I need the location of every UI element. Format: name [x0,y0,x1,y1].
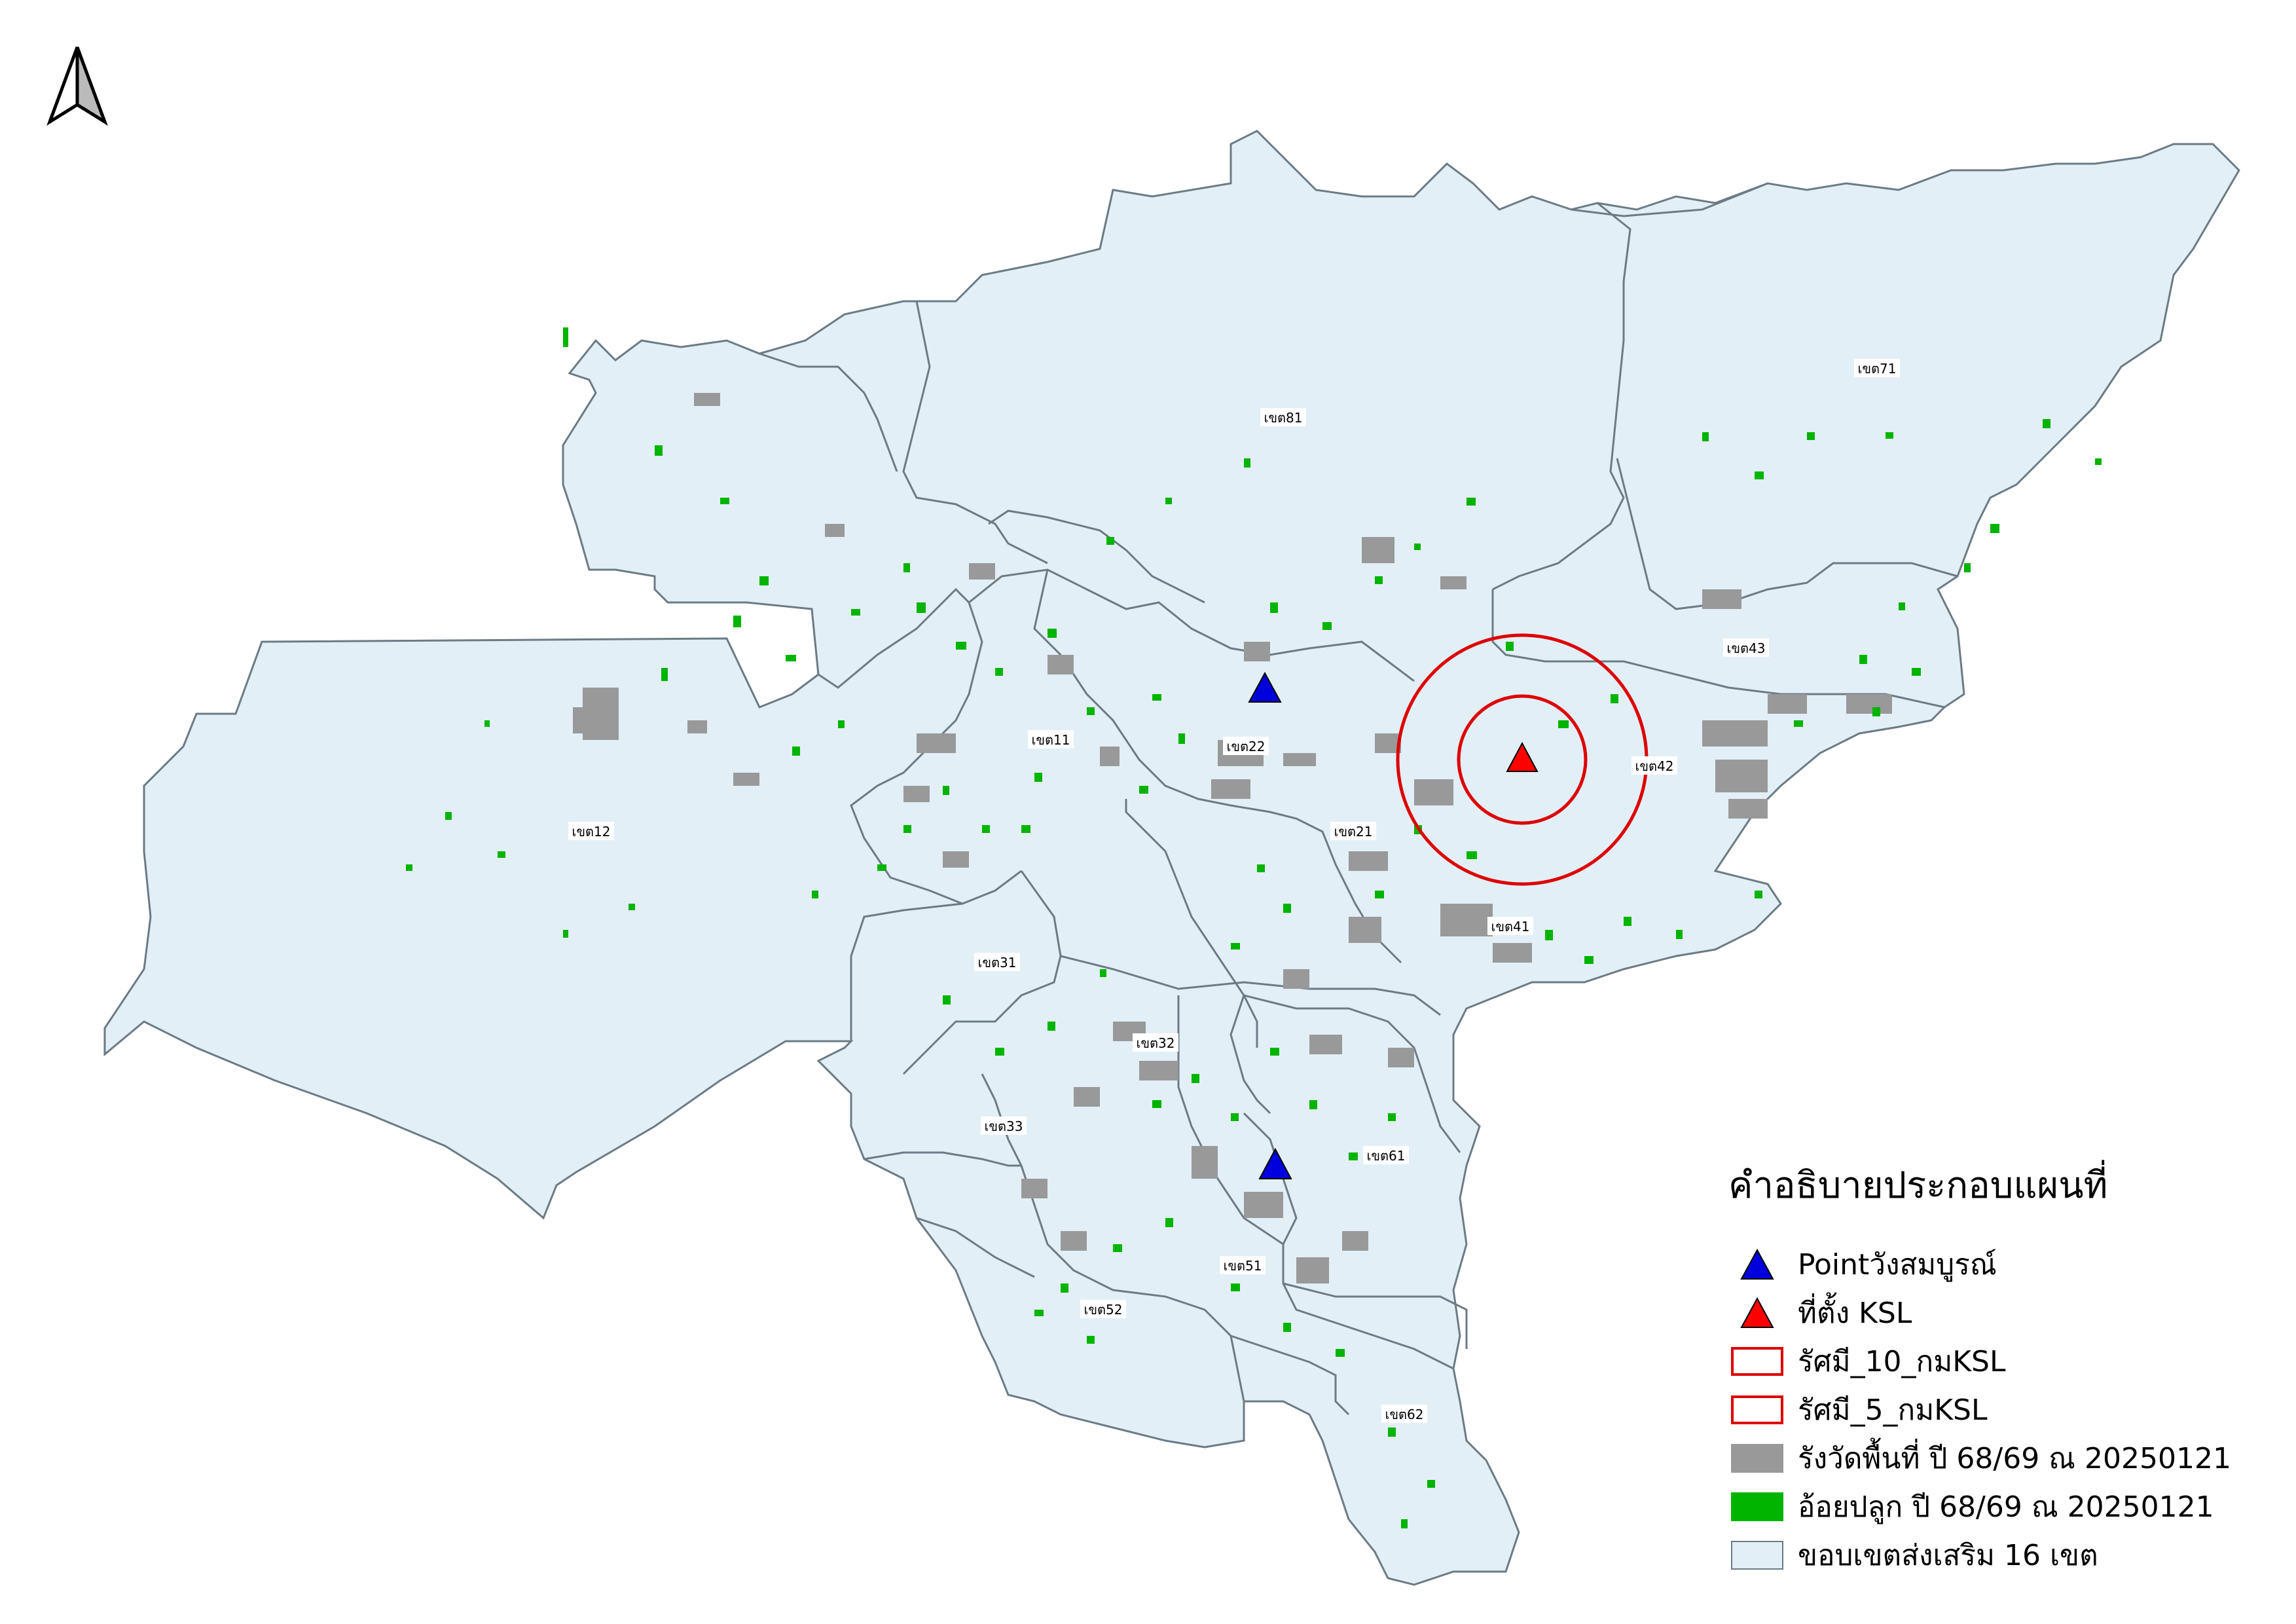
legend-item-ksl: ที่ตั้ง KSL [1715,1289,2278,1337]
green-fill-box-icon [1728,1490,1786,1524]
svg-text:เขต61: เขต61 [1367,1148,1406,1164]
zone-label-21: เขต21 [1330,822,1376,840]
svg-text:เขต43: เขต43 [1727,640,1766,656]
wangsomboon-point-marker-north [1248,671,1282,703]
legend-item-point: Pointวังสมบูรณ์ [1715,1240,2278,1289]
gray-fill-box-icon [1728,1441,1786,1475]
legend-item-measured-area: รังวัดพื้นที่ ปี 68/69 ณ 20250121 [1715,1434,2278,1483]
legend-item-planted-cane: อ้อยปลูก ปี 68/69 ณ 20250121 [1715,1483,2278,1531]
svg-text:เขต71: เขต71 [1858,361,1897,377]
radius-5km-ring [1457,694,1588,825]
north-arrow-icon [46,46,108,126]
zone-label-42: เขต42 [1631,756,1677,775]
svg-text:เขต22: เขต22 [1227,739,1266,754]
legend-item-radius-5: รัศมี_5_กมKSL [1715,1386,2278,1434]
ksl-site-marker [1506,741,1539,772]
zone-label-52: เขต52 [1080,1300,1126,1318]
map-legend: คำอธิบายประกอบแผนที่ Pointวังสมบูรณ์ ที่… [1715,1156,2278,1579]
legend-label: ขอบเขตส่งเสริม 16 เขต [1798,1539,2098,1572]
legend-label: รัศมี_5_กมKSL [1798,1393,1988,1427]
svg-text:เขต12: เขต12 [572,824,611,840]
svg-text:เขต42: เขต42 [1635,758,1674,774]
zone-label-81: เขต81 [1260,408,1306,426]
red-triangle-icon [1728,1296,1786,1330]
legend-label: รัศมี_10_กมKSL [1798,1345,2006,1378]
red-outline-box-icon [1728,1393,1786,1427]
legend-label: รังวัดพื้นที่ ปี 68/69 ณ 20250121 [1798,1442,2231,1475]
measured-area-patches [573,393,1892,1283]
legend-label: ที่ตั้ง KSL [1798,1297,1912,1330]
svg-text:เขต33: เขต33 [985,1118,1023,1134]
svg-text:เขต21: เขต21 [1334,824,1373,840]
zone-label-51: เขต51 [1220,1256,1266,1274]
legend-item-zone-boundary: ขอบเขตส่งเสริม 16 เขต [1715,1531,2278,1579]
svg-text:เขต32: เขต32 [1137,1035,1175,1051]
wangsomboon-point-marker-south [1258,1147,1292,1179]
legend-title: คำอธิบายประกอบแผนที่ [1728,1164,2108,1207]
zone-label-12: เขต12 [568,822,614,840]
svg-text:เขต31: เขต31 [978,955,1017,970]
lightblue-fill-box-icon [1728,1538,1786,1572]
zone-label-32: เขต32 [1133,1033,1178,1052]
legend-label: อ้อยปลูก ปี 68/69 ณ 20250121 [1798,1490,2214,1524]
planted-cane-patches [406,327,2102,1528]
blue-triangle-icon [1728,1247,1786,1282]
zone-label-33: เขต33 [981,1116,1027,1135]
zone-label-62: เขต62 [1381,1405,1427,1423]
zone-labels: เขต12 เขต11 เขต22 เขต81 เขต71 เขต43 เขต4… [568,359,1900,1423]
zone-label-22: เขต22 [1223,737,1269,755]
zone-label-41: เขต41 [1487,917,1533,935]
zone-label-61: เขต61 [1363,1146,1409,1164]
zone-label-71: เขต71 [1854,359,1900,377]
svg-text:เขต41: เขต41 [1491,919,1530,934]
svg-text:เขต51: เขต51 [1224,1258,1262,1274]
legend-item-radius-10: รัศมี_10_กมKSL [1715,1337,2278,1386]
svg-text:เขต11: เขต11 [1032,732,1070,748]
red-outline-box-icon [1728,1344,1786,1378]
legend-label: Pointวังสมบูรณ์ [1798,1248,1997,1282]
zone-boundaries [759,182,1958,1416]
svg-text:เขต52: เขต52 [1084,1302,1123,1318]
zone-label-11: เขต11 [1028,730,1074,748]
zone-label-43: เขต43 [1723,638,1769,657]
svg-text:เขต62: เขต62 [1385,1407,1424,1422]
region-outline [103,130,2240,1586]
zone-label-31: เขต31 [974,953,1020,971]
svg-text:เขต81: เขต81 [1264,410,1303,426]
